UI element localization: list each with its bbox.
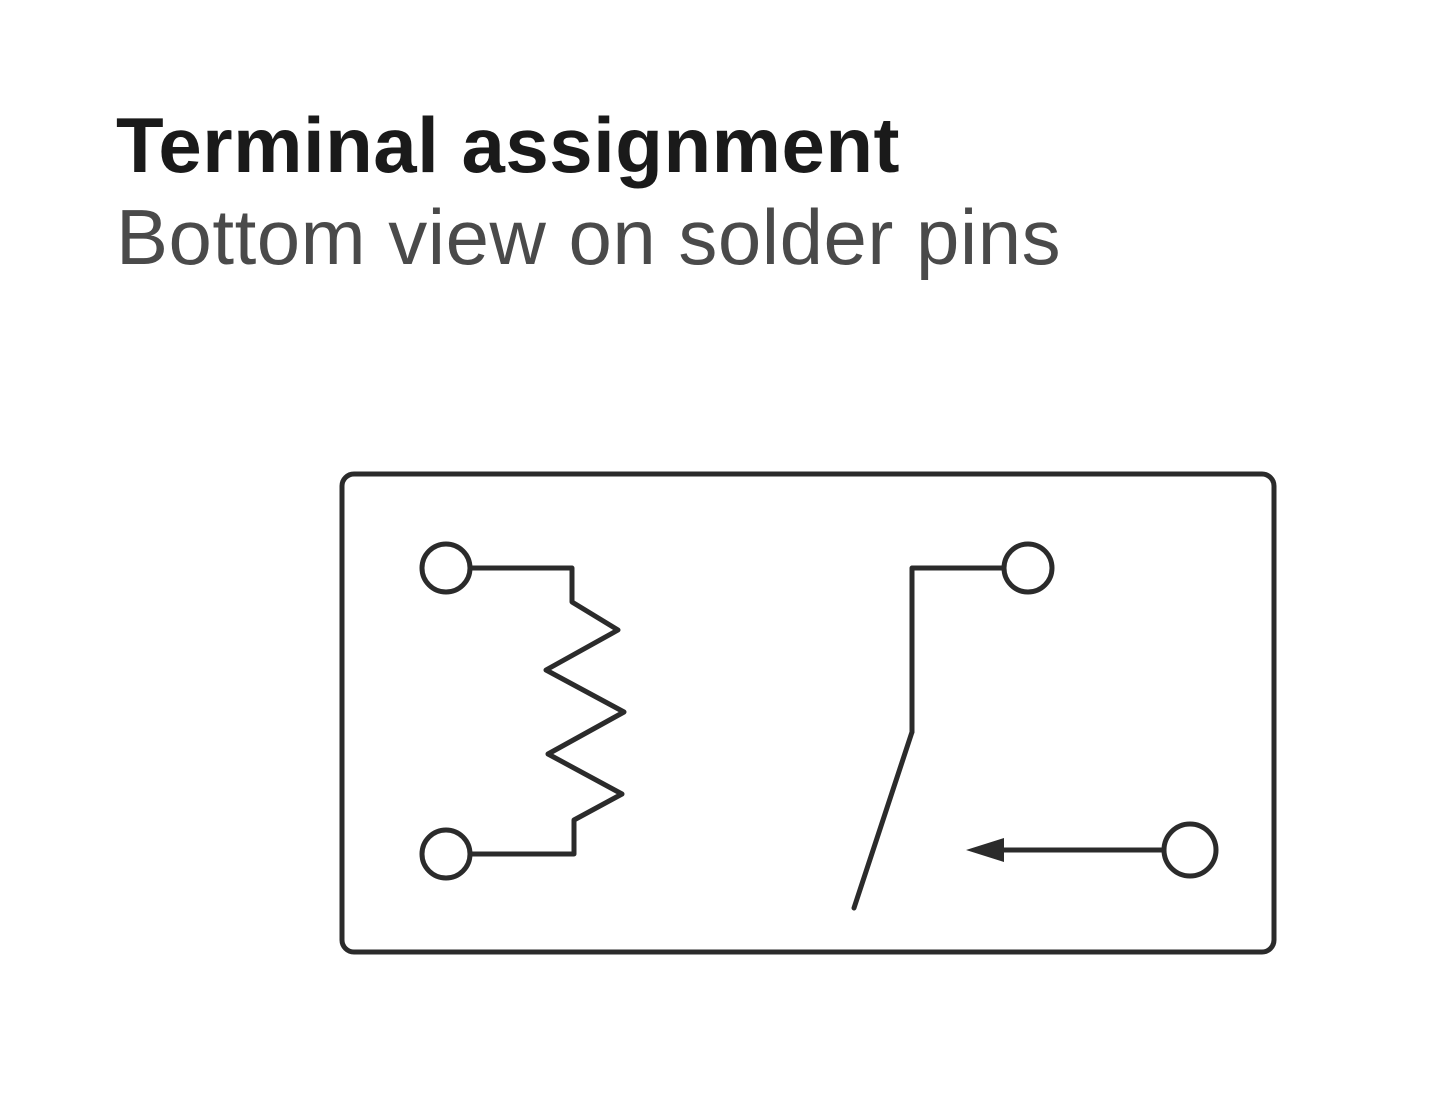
coil-terminal-bottom [419,827,473,881]
switch-blade [851,729,915,911]
coil-terminal-top [419,541,473,595]
contact-terminal-bottom [1161,821,1219,879]
page-title: Terminal assignment [116,101,900,189]
page-subtitle: Bottom view on solder pins [116,193,1062,281]
contact-terminal-top [1001,541,1055,595]
relay-housing [339,471,1277,955]
relay-coil [467,565,627,857]
contact-arrow-head [966,838,1004,862]
contact-bracket [909,565,1007,735]
